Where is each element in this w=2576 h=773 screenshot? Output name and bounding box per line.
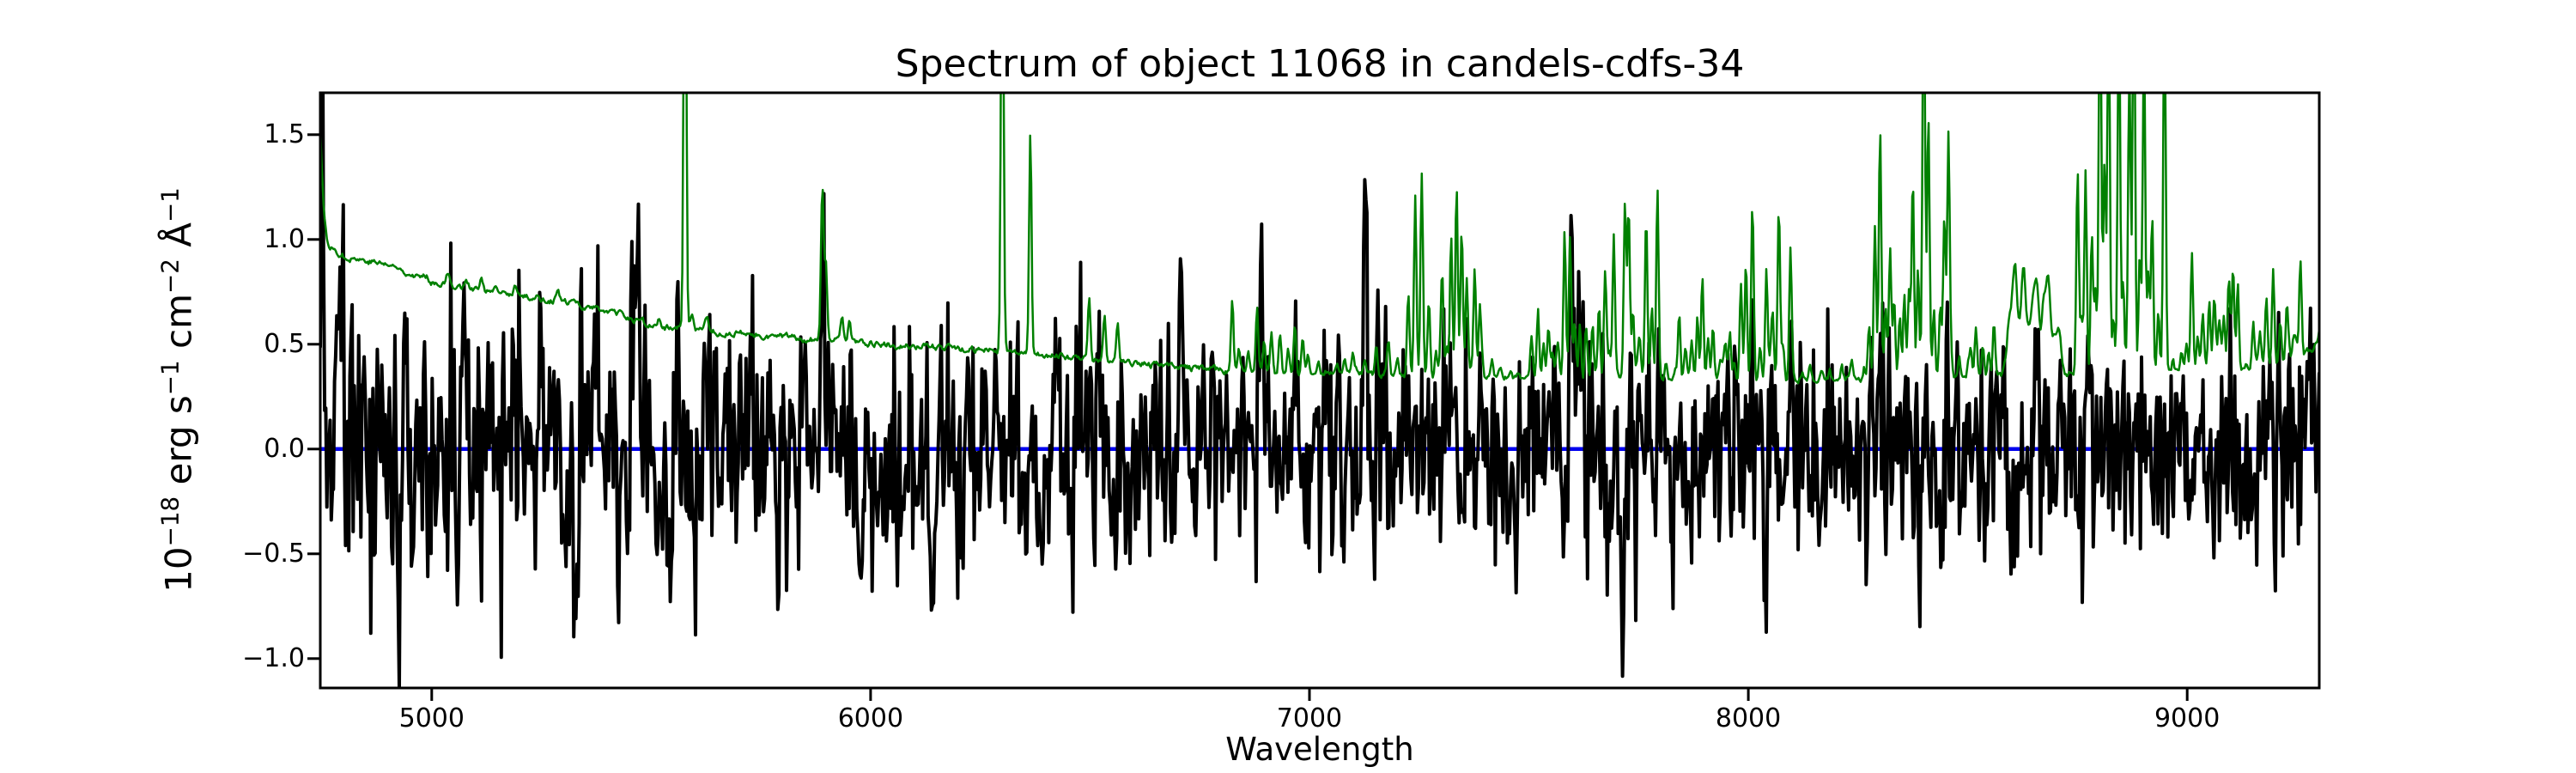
sky-series-line <box>320 93 2319 385</box>
x-axis-label: Wavelength <box>1225 731 1414 768</box>
axes-spines <box>319 91 2321 690</box>
y-tick-label-m1p0: −1.0 <box>242 642 305 673</box>
flux-series-line <box>320 93 2319 688</box>
y-tick-label-0p0: 0.0 <box>264 433 305 464</box>
x-axis-ticks <box>430 688 2189 701</box>
x-tick-label-7000: 7000 <box>1276 703 1343 733</box>
x-tick-label-5000: 5000 <box>398 703 465 733</box>
x-tick-label-9000: 9000 <box>2154 703 2221 733</box>
x-tick-label-8000: 8000 <box>1715 703 1782 733</box>
y-tick-label-m0p5: −0.5 <box>242 538 305 569</box>
y-tick-label-1p0: 1.0 <box>264 223 305 254</box>
y-axis-ticks <box>307 133 320 660</box>
chart-title: Spectrum of object 11068 in candels-cdfs… <box>895 42 1745 86</box>
y-tick-label-0p5: 0.5 <box>264 328 305 359</box>
x-tick-label-6000: 6000 <box>837 703 904 733</box>
y-tick-label-1p5: 1.5 <box>264 119 305 149</box>
